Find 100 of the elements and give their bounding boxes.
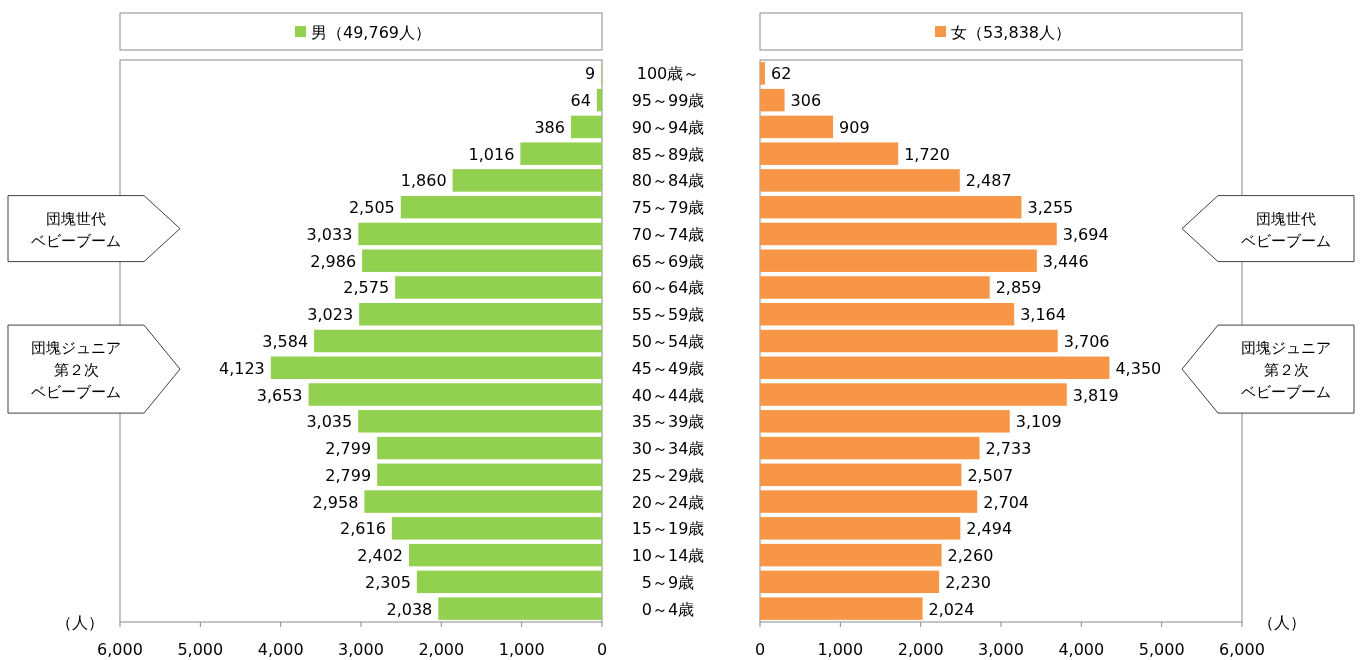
x-tick-label: 1,000 (498, 640, 545, 659)
x-axis-title: （人） (1258, 613, 1306, 632)
bar (760, 490, 978, 513)
y-tick-label: 75～79歳 (631, 198, 705, 218)
x-tick-label: 3,000 (978, 640, 1024, 659)
bar (400, 195, 602, 219)
y-tick-label: 95～99歳 (631, 91, 705, 111)
bar (314, 329, 602, 353)
data-label: 2,230 (945, 572, 991, 592)
data-label: 2,402 (357, 546, 404, 566)
data-label: 64 (570, 91, 591, 111)
data-label: 2,799 (325, 439, 372, 459)
data-label: 909 (839, 117, 870, 137)
y-tick-label: 40～44歳 (631, 385, 705, 405)
bar (377, 436, 602, 460)
y-tick-label: 5～9歳 (641, 572, 695, 592)
bar (760, 249, 1037, 272)
data-label: 62 (770, 64, 792, 84)
legend-label: 女（53,838人） (951, 23, 1071, 42)
x-tick-label: 6,000 (97, 640, 143, 659)
data-label: 3,035 (306, 412, 353, 432)
bar (760, 276, 990, 299)
data-label: 3,706 (1063, 332, 1110, 351)
data-label: 3,109 (1015, 412, 1062, 432)
data-label: 3,584 (262, 332, 309, 351)
data-label: 3,446 (1042, 251, 1089, 271)
bar (364, 490, 602, 513)
data-label: 3,023 (307, 305, 354, 325)
bar (760, 222, 1057, 246)
bar (760, 543, 942, 567)
y-tick-label: 100歳～ (636, 64, 700, 84)
data-label: 3,653 (256, 385, 303, 405)
data-label: 2,986 (310, 251, 357, 271)
y-tick-label: 45～49歳 (631, 358, 705, 378)
data-label: 2,733 (985, 439, 1032, 459)
annotation: 団塊世代ベビーブーム (1241, 209, 1331, 250)
y-tick-label: 35～39歳 (631, 412, 705, 432)
bar (760, 570, 940, 594)
y-tick-label: 55～59歳 (631, 305, 705, 325)
y-tick-label: 90～94歳 (631, 117, 705, 137)
x-tick-label: 1,000 (817, 640, 864, 659)
x-tick-label: 2,000 (418, 640, 465, 659)
bar (570, 115, 602, 139)
data-label: 3,033 (306, 224, 353, 244)
bar (760, 115, 834, 139)
bar (395, 276, 602, 299)
x-axis-title: （人） (56, 613, 104, 632)
data-label: 1,720 (904, 144, 950, 164)
y-tick-label: 25～29歳 (631, 465, 705, 485)
data-label: 3,694 (1062, 224, 1109, 244)
x-tick-label: 6,000 (1219, 640, 1265, 659)
bar (391, 517, 602, 540)
data-label: 2,799 (325, 465, 372, 485)
data-label: 4,350 (1115, 358, 1162, 378)
bar (760, 383, 1067, 406)
data-label: 2,260 (947, 546, 994, 566)
data-label: 2,575 (343, 278, 390, 298)
data-label: 2,024 (928, 599, 975, 619)
data-label: 2,505 (348, 198, 395, 218)
y-tick-label: 30～34歳 (631, 439, 705, 459)
bar (760, 303, 1015, 326)
legend: 男（49,769人） (119, 12, 603, 51)
bar (416, 570, 602, 594)
bar (760, 597, 923, 620)
annotation: 団塊ジュニア第２次ベビーブーム (31, 339, 121, 402)
y-tick-label: 85～89歳 (631, 144, 705, 164)
bar (520, 142, 602, 165)
y-tick-label: 80～84歳 (631, 171, 705, 191)
bar (377, 463, 602, 487)
x-tick-label: 5,000 (1138, 640, 1185, 659)
bar (760, 517, 961, 540)
data-label: 1,016 (468, 144, 515, 164)
bar (358, 410, 602, 433)
data-label: 306 (790, 91, 822, 111)
bar (596, 88, 602, 112)
x-tick-label: 4,000 (257, 640, 304, 659)
bar (760, 195, 1022, 219)
x-tick-label: 5,000 (177, 640, 224, 659)
data-label: 386 (534, 117, 565, 137)
x-tick-label: 3,000 (338, 640, 384, 659)
x-tick-label: 0 (754, 640, 766, 659)
data-label: 3,255 (1027, 198, 1074, 218)
y-tick-label: 60～64歳 (631, 278, 705, 298)
bar (270, 356, 602, 379)
annotation: 団塊世代ベビーブーム (31, 209, 121, 250)
data-label: 2,487 (965, 171, 1012, 191)
data-label: 3,819 (1072, 385, 1119, 405)
data-label: 2,704 (983, 492, 1030, 512)
y-tick-label: 10～14歳 (631, 546, 705, 566)
legend-label: 男（49,769人） (311, 23, 431, 42)
y-tick-label: 20～24歳 (631, 492, 705, 512)
x-tick-label: 2,000 (897, 640, 944, 659)
bar (359, 303, 602, 326)
y-tick-label: 50～54歳 (631, 332, 705, 351)
data-label: 2,859 (995, 278, 1042, 298)
bar (760, 463, 962, 487)
bar (760, 169, 960, 192)
bar (760, 356, 1110, 379)
y-tick-label: 15～19歳 (631, 519, 705, 539)
bar (760, 436, 980, 460)
